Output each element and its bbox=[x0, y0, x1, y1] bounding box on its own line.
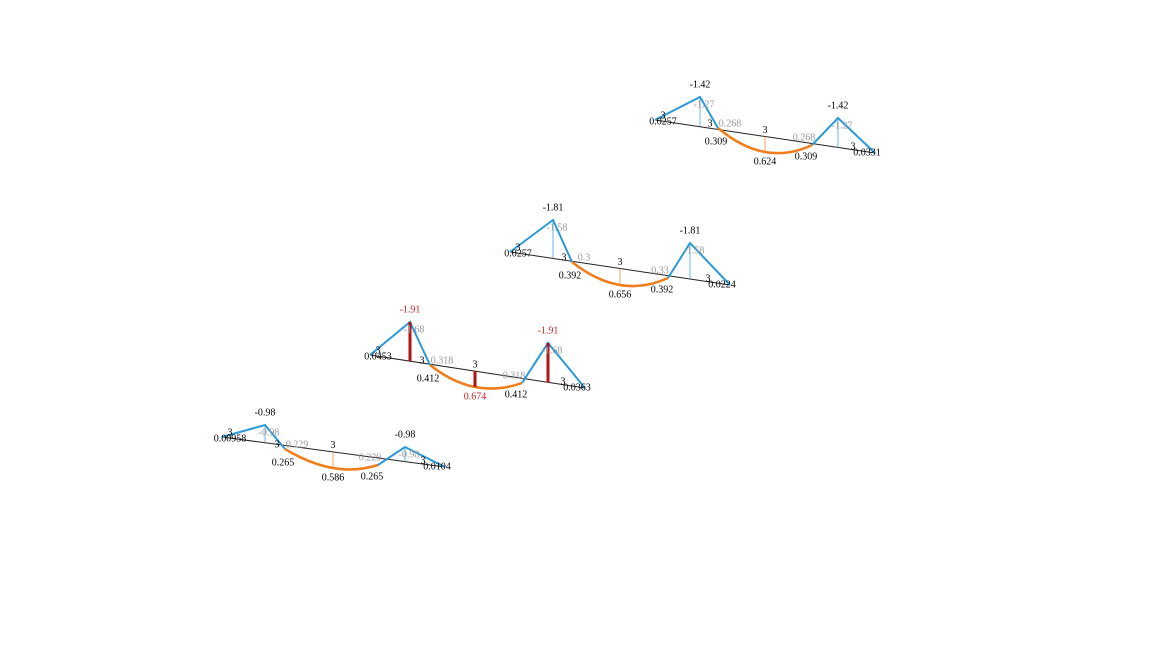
peak-note: -0.98 bbox=[259, 427, 280, 438]
span-label: 3 bbox=[275, 439, 280, 450]
span-label: 3 bbox=[763, 125, 768, 136]
beam-axis bbox=[221, 436, 446, 468]
span-label: 3 bbox=[706, 273, 711, 284]
sag-note: 0.318 bbox=[431, 355, 454, 366]
end-label: 0.0104 bbox=[423, 461, 451, 472]
peak-note: -1.58 bbox=[684, 245, 705, 256]
peak-note: -1.58 bbox=[547, 222, 568, 233]
sag-note: 0.268 bbox=[793, 132, 816, 143]
span-label: 3 bbox=[561, 376, 566, 387]
moment-label: 0.624 bbox=[754, 156, 777, 167]
span-label: 3 bbox=[228, 427, 233, 438]
sag-note: 0.3 bbox=[578, 252, 591, 263]
moment-label: 0.412 bbox=[505, 389, 528, 400]
beam-axis bbox=[369, 354, 586, 389]
peak-note: -1.68 bbox=[404, 324, 425, 335]
span-label: 3 bbox=[421, 455, 426, 466]
span-label: 3 bbox=[562, 252, 567, 263]
moment-label: 0.309 bbox=[705, 136, 728, 147]
sag-note: 0.229 bbox=[286, 439, 309, 450]
moment-label: 0.412 bbox=[417, 373, 440, 384]
span-label: 3 bbox=[331, 440, 336, 451]
moment-label: 0.392 bbox=[559, 270, 582, 281]
moment-label: 0.392 bbox=[651, 284, 674, 295]
sag-note: 0.318 bbox=[503, 370, 526, 381]
sag-note: 0.229 bbox=[359, 452, 382, 463]
sag-note: 0.268 bbox=[719, 118, 742, 129]
peak-label: -0.98 bbox=[255, 407, 276, 418]
end-label: 0.00958 bbox=[214, 433, 247, 444]
moment-label: 0.674 bbox=[464, 391, 487, 402]
end-label: 0.0257 bbox=[649, 116, 677, 127]
sag-note: 0.33 bbox=[651, 265, 669, 276]
moment-label: 0.265 bbox=[272, 457, 295, 468]
peak-note: -1.27 bbox=[694, 99, 715, 110]
peak-label: -0.98 bbox=[395, 429, 416, 440]
peak-label: -1.91 bbox=[400, 304, 421, 315]
span-label: 3 bbox=[851, 141, 856, 152]
span-label: 3 bbox=[376, 345, 381, 356]
span-label: 3 bbox=[420, 355, 425, 366]
peak-label: -1.91 bbox=[538, 325, 559, 336]
peak-label: -1.81 bbox=[543, 202, 564, 213]
end-label: 0.0363 bbox=[563, 382, 591, 393]
peak-note: -1.68 bbox=[542, 345, 563, 356]
peak-note: -0.98 bbox=[399, 449, 420, 460]
span-label: 3 bbox=[661, 110, 666, 121]
end-label: 0.0331 bbox=[853, 147, 881, 158]
peak-label: -1.81 bbox=[680, 225, 701, 236]
span-label: 3 bbox=[708, 118, 713, 129]
peak-label: -1.42 bbox=[828, 100, 849, 111]
span-label: 3 bbox=[473, 359, 478, 370]
moment-label: 0.309 bbox=[795, 151, 818, 162]
end-label: 0.0453 bbox=[364, 351, 392, 362]
peak-label: -1.42 bbox=[690, 79, 711, 90]
moment-label: 0.586 bbox=[322, 472, 345, 483]
end-label: 0.0257 bbox=[504, 248, 532, 259]
span-label: 3 bbox=[516, 242, 521, 253]
moment-label: 0.656 bbox=[609, 289, 632, 300]
moment-label: 0.265 bbox=[361, 471, 384, 482]
end-label: 0.0224 bbox=[708, 279, 736, 290]
peak-note: -1.27 bbox=[832, 120, 853, 131]
span-label: 3 bbox=[618, 257, 623, 268]
